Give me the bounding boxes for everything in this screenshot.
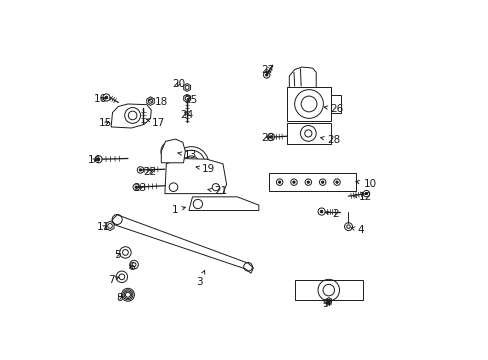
Text: 15: 15 [99, 118, 112, 128]
Text: 22: 22 [143, 167, 156, 177]
Text: 25: 25 [184, 95, 197, 105]
Text: 21: 21 [207, 186, 227, 197]
Circle shape [183, 156, 199, 172]
Circle shape [321, 181, 323, 183]
Circle shape [139, 169, 142, 171]
Text: 20: 20 [172, 79, 185, 89]
Text: 8: 8 [116, 293, 123, 303]
Polygon shape [111, 104, 151, 128]
Polygon shape [164, 158, 226, 194]
Circle shape [292, 181, 295, 183]
Polygon shape [294, 280, 362, 300]
Circle shape [323, 284, 334, 296]
Text: 10: 10 [355, 179, 376, 189]
Polygon shape [330, 95, 341, 113]
Circle shape [304, 130, 311, 137]
Circle shape [306, 181, 309, 183]
Text: 1: 1 [171, 206, 185, 216]
Text: 13: 13 [178, 150, 196, 160]
Text: 12: 12 [352, 192, 372, 202]
Text: 23: 23 [133, 183, 146, 193]
Text: 14: 14 [87, 155, 101, 165]
Text: 26: 26 [324, 104, 343, 114]
Circle shape [278, 181, 280, 183]
Polygon shape [112, 215, 253, 273]
Circle shape [97, 158, 100, 161]
Circle shape [105, 96, 107, 99]
Text: 28: 28 [320, 135, 340, 145]
Text: 19: 19 [196, 164, 215, 174]
Text: 6: 6 [128, 262, 134, 272]
Text: 4: 4 [351, 225, 364, 235]
Circle shape [135, 186, 137, 188]
Polygon shape [268, 173, 355, 192]
Text: 29: 29 [261, 133, 274, 143]
Text: 7: 7 [108, 275, 119, 285]
Circle shape [365, 193, 367, 195]
Text: 11: 11 [97, 222, 110, 232]
Circle shape [165, 146, 176, 157]
Circle shape [269, 136, 272, 138]
Polygon shape [286, 87, 330, 121]
Text: 2: 2 [325, 209, 338, 219]
Circle shape [265, 74, 267, 76]
Text: 27: 27 [261, 64, 274, 75]
Circle shape [301, 96, 316, 112]
Polygon shape [188, 197, 258, 211]
Text: 18: 18 [148, 97, 168, 107]
Text: 16: 16 [94, 94, 107, 104]
Text: 24: 24 [180, 111, 194, 121]
Circle shape [128, 111, 137, 120]
Circle shape [335, 181, 338, 183]
Polygon shape [286, 123, 330, 144]
Text: 3: 3 [196, 271, 204, 287]
Text: 9: 9 [322, 299, 328, 309]
Circle shape [320, 210, 322, 213]
Polygon shape [161, 139, 185, 163]
Text: 17: 17 [146, 118, 165, 128]
Text: 5: 5 [114, 249, 121, 260]
